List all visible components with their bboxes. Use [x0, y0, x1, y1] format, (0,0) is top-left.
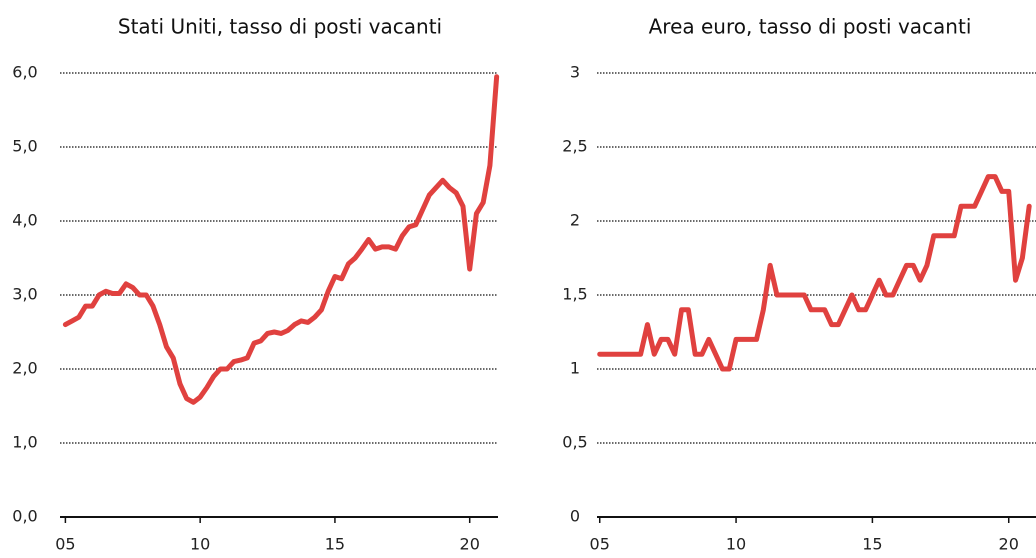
- y-tick-label: 3: [570, 63, 580, 82]
- y-tick-label: 1,5: [562, 285, 587, 304]
- y-tick-label: 3,0: [12, 285, 37, 304]
- data-line: [597, 174, 1032, 372]
- y-tick-label: 5,0: [12, 137, 37, 156]
- x-tick-label: 15: [325, 535, 345, 554]
- x-tick-label: 05: [55, 535, 75, 554]
- x-tick-label: 15: [862, 535, 882, 554]
- y-tick-label: 4,0: [12, 211, 37, 230]
- chart-title: Area euro, tasso di posti vacanti: [649, 15, 972, 39]
- x-tick-label: 10: [726, 535, 746, 554]
- x-tick-label: 20: [999, 535, 1019, 554]
- y-tick-label: 1,0: [12, 433, 37, 452]
- y-tick-label: 0,5: [562, 433, 587, 452]
- y-tick-label: 0,0: [12, 507, 37, 526]
- y-tick-label: 2,5: [562, 137, 587, 156]
- y-tick-label: 2,0: [12, 359, 37, 378]
- y-tick-label: 1: [570, 359, 580, 378]
- x-tick-label: 10: [190, 535, 210, 554]
- chart-title: Stati Uniti, tasso di posti vacanti: [118, 15, 442, 39]
- y-tick-label: 0: [570, 507, 580, 526]
- y-tick-label: 6,0: [12, 63, 37, 82]
- x-tick-label: 05: [590, 535, 610, 554]
- y-tick-label: 2: [570, 211, 580, 230]
- data-line: [62, 74, 500, 405]
- x-tick-label: 20: [460, 535, 480, 554]
